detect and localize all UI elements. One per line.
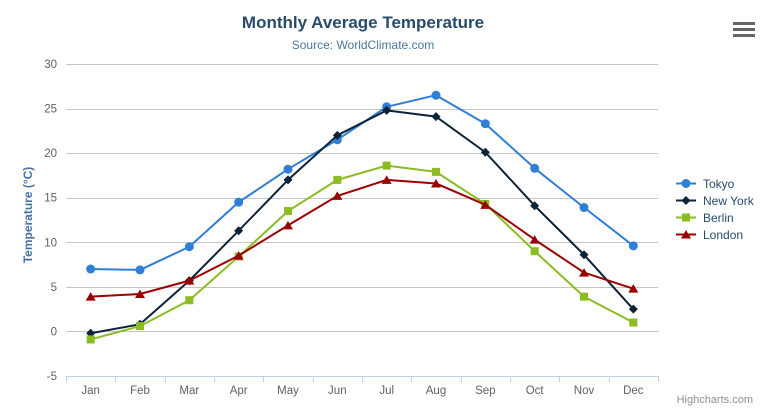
y-tick-label: 30 (44, 59, 57, 71)
legend-item-tokyo[interactable]: Tokyo (676, 175, 754, 192)
menu-bar (733, 34, 755, 37)
x-tick-label: Sep (475, 385, 495, 397)
triangle-marker-icon (676, 230, 696, 239)
legend-label: Berlin (703, 210, 734, 225)
legend-label: London (703, 227, 744, 242)
legend-label: New York (703, 193, 754, 208)
menu-bar (733, 28, 755, 31)
y-tick-label: 25 (44, 104, 57, 116)
x-tick-label: Aug (426, 385, 446, 397)
x-tick-label: Dec (623, 385, 644, 397)
series-new-york[interactable] (86, 105, 638, 338)
x-tick-label: Nov (574, 385, 595, 397)
square-marker-icon (676, 213, 696, 222)
series-tokyo[interactable] (86, 90, 638, 275)
y-tick-label: 10 (44, 237, 57, 249)
x-tick-label: Mar (179, 385, 199, 397)
diamond-marker-icon (676, 196, 696, 205)
circle-marker-icon (676, 179, 696, 188)
y-tick-label: 0 (51, 326, 57, 338)
y-tick-label: 20 (44, 148, 57, 160)
menu-bar (733, 22, 755, 25)
x-tick-label: Oct (526, 385, 545, 397)
legend-item-berlin[interactable]: Berlin (676, 209, 754, 226)
x-tick-label: Apr (230, 385, 248, 397)
y-tick-label: 15 (44, 193, 57, 205)
x-tick-label: Jul (379, 385, 394, 397)
y-tick-label: 5 (51, 282, 57, 294)
legend: Tokyo New York Berlin London (676, 175, 754, 243)
y-tick-label: -5 (47, 371, 57, 383)
legend-item-london[interactable]: London (676, 226, 754, 243)
hamburger-menu-icon[interactable] (733, 22, 755, 40)
x-tick-label: May (277, 385, 299, 397)
x-tick-label: Feb (130, 385, 150, 397)
x-tick-label: Jun (328, 385, 347, 397)
series-london[interactable] (85, 175, 639, 301)
legend-item-new-york[interactable]: New York (676, 192, 754, 209)
highcharts-credit-link[interactable]: Highcharts.com (676, 394, 753, 406)
legend-label: Tokyo (703, 176, 735, 191)
x-tick-label: Jan (81, 385, 100, 397)
y-axis-title: Temperature (°C) (21, 166, 35, 264)
